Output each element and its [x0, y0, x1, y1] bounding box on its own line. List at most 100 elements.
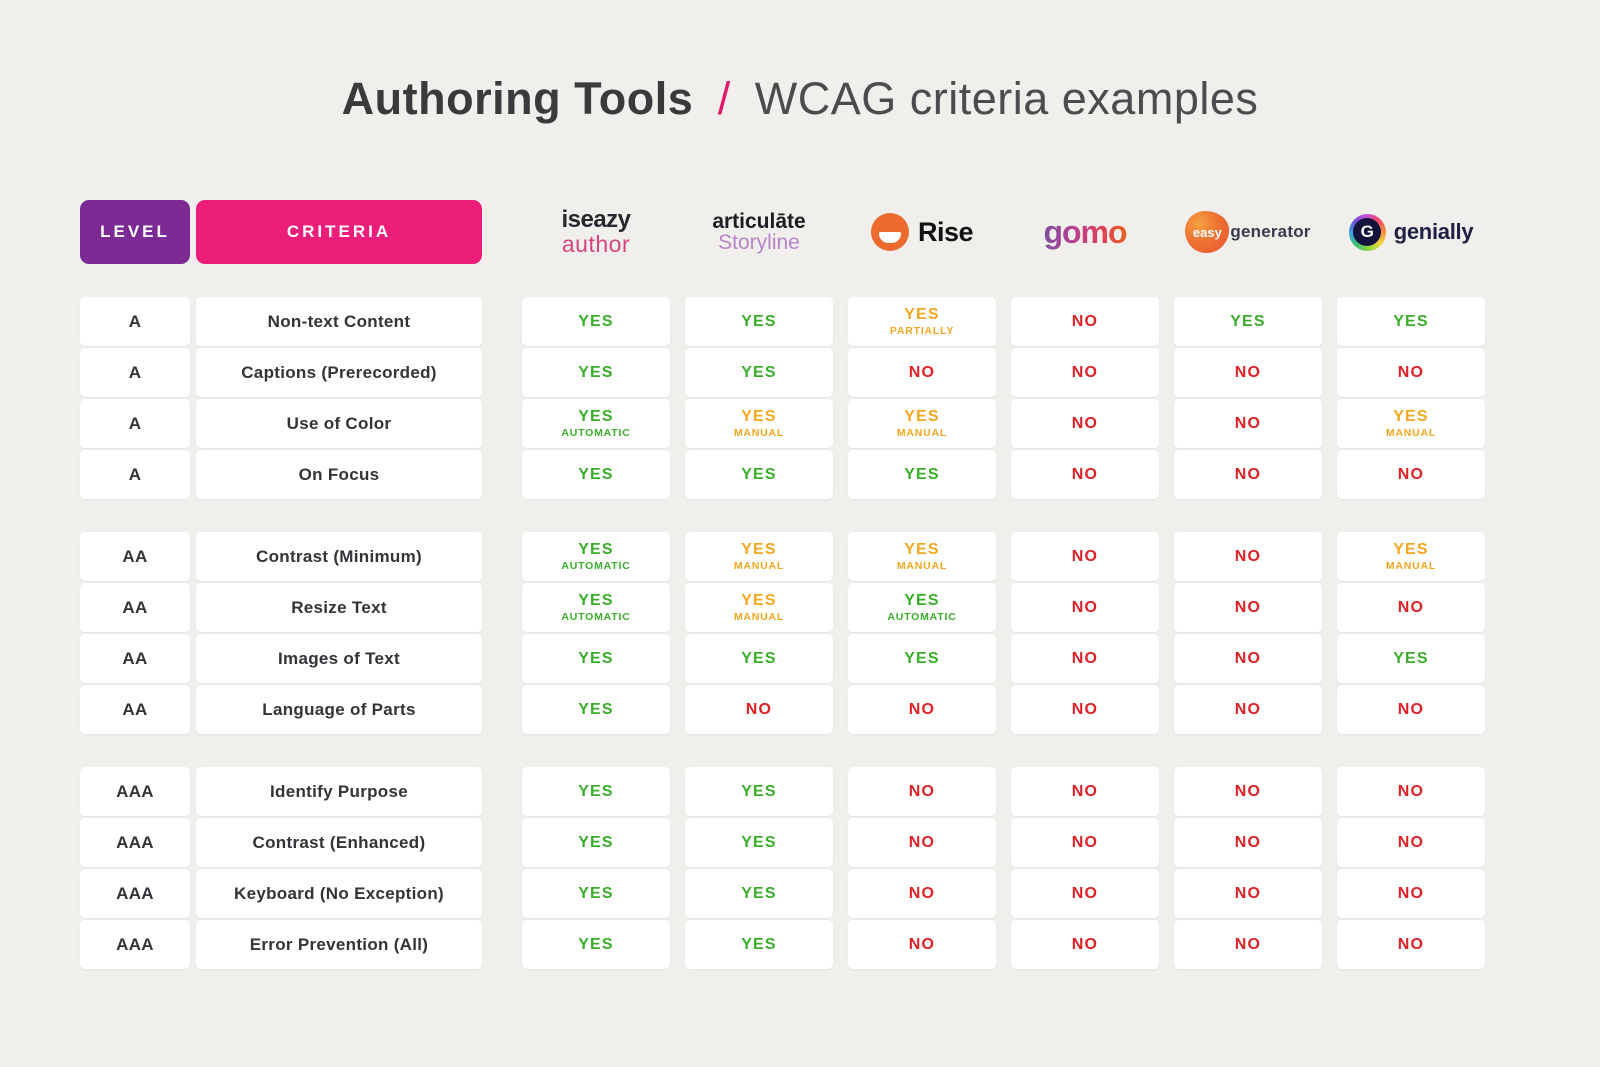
- level-cell: A: [80, 297, 190, 346]
- iseazy-word: iseazy: [561, 206, 631, 234]
- value-cell-articulate-storyline: YES: [685, 297, 833, 346]
- value-cell-genially: YES MANUAL: [1337, 399, 1485, 448]
- value-text: YES: [904, 465, 940, 483]
- table-row: AAA Keyboard (No Exception) YES YES NO NO NO NO: [80, 869, 1487, 918]
- author-word: author: [561, 230, 631, 257]
- value-text: NO: [1071, 547, 1099, 565]
- value-text: YES: [741, 782, 777, 800]
- value-cell-easygenerator: NO: [1174, 450, 1322, 499]
- level-value: AA: [122, 648, 148, 668]
- criteria-label: Images of Text: [278, 648, 400, 668]
- value-cell-easygenerator: NO: [1174, 634, 1322, 683]
- value-cell-gomo: NO: [1011, 869, 1159, 918]
- level-value: AAA: [116, 934, 154, 954]
- genially-g-icon: G: [1348, 213, 1386, 251]
- gomo-word: gomo: [1043, 213, 1127, 250]
- criteria-cell: Images of Text: [196, 634, 482, 683]
- level-cell: A: [80, 450, 190, 499]
- criteria-cell: Identify Purpose: [196, 767, 482, 816]
- criteria-cell: Language of Parts: [196, 685, 482, 734]
- value-sublabel: AUTOMATIC: [887, 611, 957, 624]
- value-cell-iseazy-author: YES: [522, 920, 670, 969]
- value-text: NO: [1397, 884, 1425, 902]
- criteria-label: Keyboard (No Exception): [234, 883, 444, 903]
- table-row: A Use of Color YES AUTOMATIC YES MANUAL YES MAN…: [80, 399, 1487, 448]
- value-cell-gomo: NO: [1011, 348, 1159, 397]
- value-cell-gomo: NO: [1011, 767, 1159, 816]
- genially-wordmark: G genially: [1348, 213, 1474, 251]
- value-cell-easygenerator: NO: [1174, 348, 1322, 397]
- value-text: NO: [1234, 414, 1262, 432]
- value-cell-rise: YES MANUAL: [848, 532, 996, 581]
- value-text: YES: [904, 649, 940, 667]
- level-cell: A: [80, 348, 190, 397]
- value-text: NO: [1234, 547, 1262, 565]
- criteria-cell: Contrast (Enhanced): [196, 818, 482, 867]
- value-text: NO: [1071, 649, 1099, 667]
- value-cell-rise: YES: [848, 634, 996, 683]
- value-cell-rise: YES PARTIALLY: [848, 297, 996, 346]
- value-cell-easygenerator: NO: [1174, 399, 1322, 448]
- value-text: NO: [1071, 598, 1099, 616]
- level-value: AA: [122, 546, 148, 566]
- value-cell-gomo: NO: [1011, 399, 1159, 448]
- value-sublabel: PARTIALLY: [889, 325, 955, 338]
- value-text: YES: [578, 592, 614, 610]
- value-text: YES: [904, 408, 940, 426]
- criteria-cell: Keyboard (No Exception): [196, 869, 482, 918]
- value-cell-genially: NO: [1337, 348, 1485, 397]
- value-cell-rise: NO: [848, 920, 996, 969]
- page-title: Authoring Tools / WCAG criteria examples: [0, 74, 1600, 124]
- table-row: AA Images of Text YES YES YES NO NO YES: [80, 634, 1487, 683]
- value-text: NO: [1234, 700, 1262, 718]
- value-cell-rise: NO: [848, 818, 996, 867]
- articulate-word: articulāte: [712, 209, 806, 233]
- value-cell-gomo: NO: [1011, 920, 1159, 969]
- value-text: YES: [741, 363, 777, 381]
- value-text: YES: [578, 465, 614, 483]
- value-cell-rise: YES MANUAL: [848, 399, 996, 448]
- easy-blob-icon: easy: [1185, 211, 1230, 253]
- level-header: LEVEL: [80, 200, 190, 264]
- value-text: NO: [908, 782, 936, 800]
- table-row: AAA Contrast (Enhanced) YES YES NO NO NO NO: [80, 818, 1487, 867]
- criteria-cell: Captions (Prerecorded): [196, 348, 482, 397]
- value-cell-genially: NO: [1337, 450, 1485, 499]
- level-block-aa: AA Contrast (Minimum) YES AUTOMATIC YES MANUA…: [80, 532, 1487, 734]
- rise-logo: Rise: [848, 200, 996, 264]
- articulate-storyline-logo: articulāte Storyline: [685, 200, 833, 264]
- table-body: A Non-text Content YES YES YES PARTIALLY NO YES…: [80, 297, 1487, 969]
- value-cell-iseazy-author: YES: [522, 685, 670, 734]
- value-cell-gomo: NO: [1011, 634, 1159, 683]
- gomo-logo: gomo: [1011, 200, 1159, 264]
- genially-logo: G genially: [1337, 200, 1485, 264]
- value-cell-articulate-storyline: NO: [685, 685, 833, 734]
- iseazy-author-wordmark: iseazy author: [561, 206, 631, 257]
- rise-wordmark: Rise: [870, 213, 974, 251]
- value-cell-articulate-storyline: YES MANUAL: [685, 583, 833, 632]
- value-text: YES: [741, 465, 777, 483]
- value-cell-articulate-storyline: YES MANUAL: [685, 532, 833, 581]
- value-text: NO: [1397, 782, 1425, 800]
- value-cell-iseazy-author: YES AUTOMATIC: [522, 583, 670, 632]
- value-text: YES: [578, 782, 614, 800]
- criteria-label: Captions (Prerecorded): [241, 362, 437, 382]
- value-cell-articulate-storyline: YES: [685, 348, 833, 397]
- criteria-cell: Contrast (Minimum): [196, 532, 482, 581]
- value-text: YES: [578, 541, 614, 559]
- value-cell-articulate-storyline: YES: [685, 818, 833, 867]
- value-cell-easygenerator: NO: [1174, 532, 1322, 581]
- value-cell-genially: YES: [1337, 634, 1485, 683]
- value-text: NO: [1071, 363, 1099, 381]
- value-cell-genially: NO: [1337, 818, 1485, 867]
- table-header-row: LEVEL CRITERIA iseazy author articulāte …: [80, 200, 1487, 264]
- value-cell-easygenerator: NO: [1174, 685, 1322, 734]
- value-cell-iseazy-author: YES AUTOMATIC: [522, 532, 670, 581]
- value-text: NO: [908, 363, 936, 381]
- value-text: NO: [1234, 363, 1262, 381]
- value-cell-genially: YES: [1337, 297, 1485, 346]
- level-value: AA: [122, 597, 148, 617]
- value-cell-articulate-storyline: YES: [685, 634, 833, 683]
- value-cell-gomo: NO: [1011, 818, 1159, 867]
- value-text: NO: [1397, 465, 1425, 483]
